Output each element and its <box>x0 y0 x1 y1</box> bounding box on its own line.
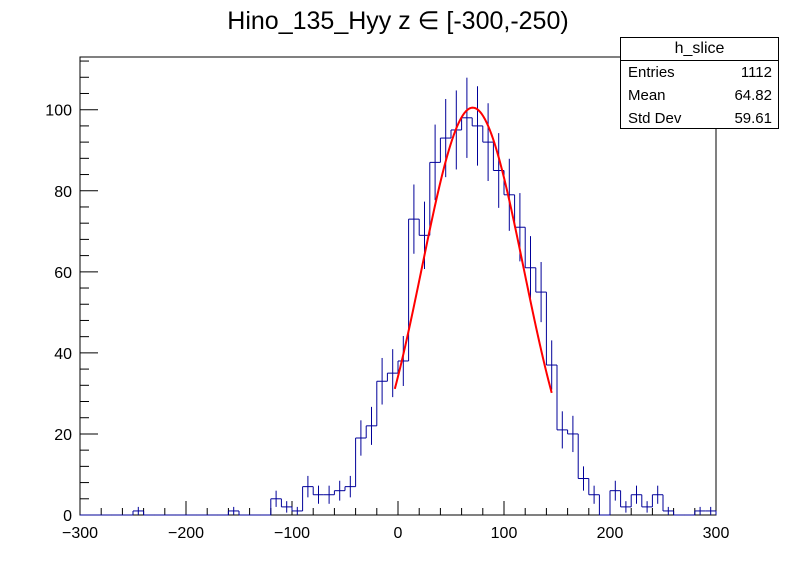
y-tick-label: 100 <box>45 103 72 120</box>
x-tick-label: −200 <box>168 525 204 542</box>
error-bars <box>137 77 712 515</box>
stats-label: Std Dev <box>628 110 682 127</box>
stats-label: Mean <box>628 87 666 104</box>
stats-row-entries: Entries 1112 <box>621 61 778 84</box>
x-tick-label: −300 <box>62 525 98 542</box>
x-tick-label: 0 <box>394 525 403 542</box>
y-tick-label: 80 <box>54 184 72 201</box>
y-tick-label: 0 <box>63 508 72 525</box>
y-tick-label: 40 <box>54 346 72 363</box>
fit-curve <box>393 106 553 394</box>
stats-row-mean: Mean 64.82 <box>621 84 778 107</box>
stats-box-title: h_slice <box>621 38 778 61</box>
x-tick-label: −100 <box>274 525 310 542</box>
y-tick-label: 60 <box>54 265 72 282</box>
x-tick-label: 100 <box>491 525 518 542</box>
x-tick-label: 300 <box>703 525 730 542</box>
y-tick-label: 20 <box>54 427 72 444</box>
chart-title: Hino_135_Hyy z ∈ [-300,-250) <box>227 7 569 35</box>
stats-value: 1112 <box>740 64 772 81</box>
stats-label: Entries <box>628 64 675 81</box>
axes: −300 −200 −100 0 100 200 300 0 20 40 60 80 100 <box>45 56 730 542</box>
stats-row-stddev: Std Dev 59.61 <box>621 107 778 130</box>
stats-box: h_slice Entries 1112 Mean 64.82 Std Dev … <box>620 37 779 129</box>
x-tick-label: 200 <box>597 525 624 542</box>
stats-value: 64.82 <box>734 87 772 104</box>
histogram-bins <box>80 117 717 516</box>
stats-value: 59.61 <box>734 110 772 127</box>
gaussian-fit <box>393 106 553 394</box>
